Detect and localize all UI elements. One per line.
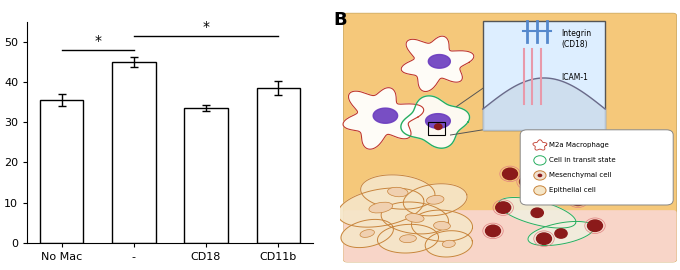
Ellipse shape — [405, 214, 424, 222]
Polygon shape — [528, 221, 594, 245]
Circle shape — [503, 168, 517, 180]
Text: (CD18): (CD18) — [561, 40, 588, 49]
Bar — [40, 100, 84, 243]
Polygon shape — [401, 36, 474, 92]
Ellipse shape — [369, 202, 392, 213]
Polygon shape — [381, 202, 448, 234]
Polygon shape — [428, 55, 450, 68]
Circle shape — [537, 233, 551, 244]
Circle shape — [534, 156, 546, 165]
Ellipse shape — [426, 195, 444, 204]
Circle shape — [435, 124, 442, 130]
Bar — [256, 88, 300, 243]
Bar — [184, 108, 228, 243]
Polygon shape — [343, 88, 424, 149]
Polygon shape — [425, 231, 473, 257]
FancyBboxPatch shape — [343, 13, 677, 262]
Ellipse shape — [360, 230, 375, 237]
Circle shape — [534, 171, 546, 180]
Polygon shape — [401, 96, 470, 148]
Text: Integrin: Integrin — [561, 29, 591, 38]
Polygon shape — [411, 210, 473, 241]
Polygon shape — [498, 197, 576, 228]
Circle shape — [534, 186, 546, 195]
Text: *: * — [203, 20, 209, 34]
Text: Mesenchymal cell: Mesenchymal cell — [549, 173, 612, 178]
Ellipse shape — [388, 187, 408, 197]
Polygon shape — [360, 175, 435, 209]
Bar — [428, 122, 445, 135]
Text: Cell in transit state: Cell in transit state — [549, 157, 616, 163]
Text: Epithelial cell: Epithelial cell — [549, 187, 596, 194]
FancyBboxPatch shape — [520, 130, 673, 205]
Circle shape — [554, 160, 568, 172]
Circle shape — [555, 229, 567, 238]
FancyBboxPatch shape — [483, 21, 605, 130]
Text: ICAM-1: ICAM-1 — [561, 73, 588, 82]
Bar — [112, 62, 156, 243]
Circle shape — [496, 202, 511, 213]
Circle shape — [531, 208, 543, 217]
Circle shape — [571, 194, 585, 205]
Ellipse shape — [442, 240, 456, 248]
Polygon shape — [377, 224, 439, 253]
Text: B: B — [333, 11, 347, 29]
Ellipse shape — [400, 235, 416, 243]
Polygon shape — [533, 140, 547, 150]
Text: M2a Macrophage: M2a Macrophage — [549, 142, 609, 149]
Polygon shape — [373, 108, 398, 123]
Polygon shape — [426, 114, 450, 128]
Circle shape — [520, 176, 534, 187]
Text: *: * — [95, 34, 101, 48]
Circle shape — [486, 225, 500, 237]
Circle shape — [588, 220, 602, 231]
Circle shape — [537, 174, 542, 177]
Polygon shape — [341, 220, 394, 248]
FancyBboxPatch shape — [343, 210, 677, 262]
Polygon shape — [403, 184, 467, 216]
Ellipse shape — [434, 221, 450, 230]
Polygon shape — [338, 188, 424, 227]
